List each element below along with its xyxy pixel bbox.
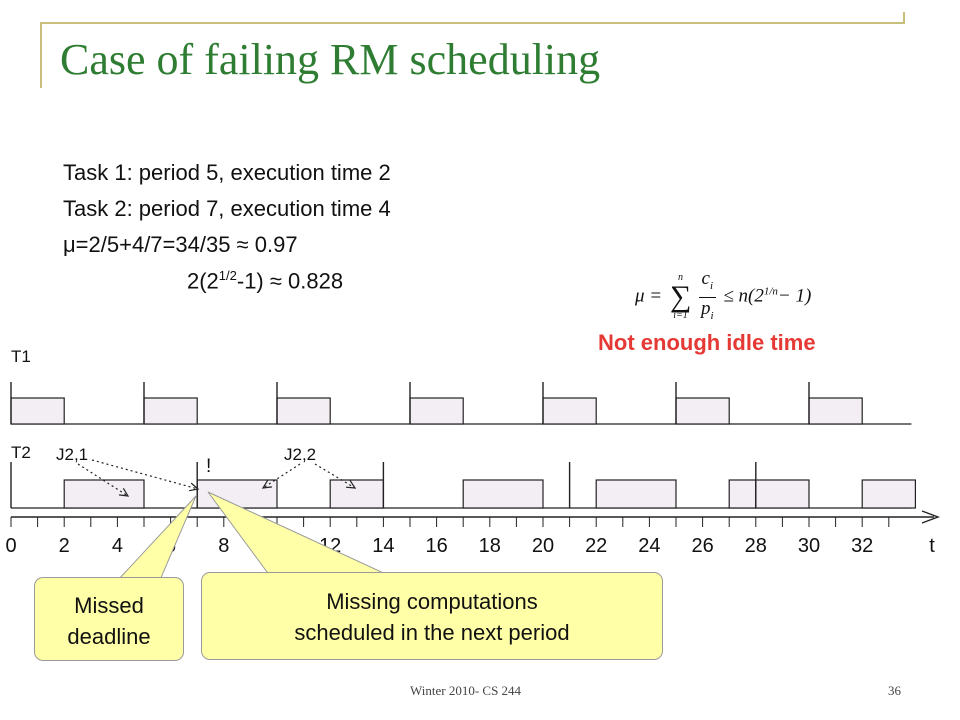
tick-label-26: 26 [691, 535, 713, 557]
deadline-marker: ! [206, 456, 211, 477]
utilization-bound: 2(21/2-1) ≈ 0.828 [187, 268, 343, 294]
sum-bottom: i=1 [673, 310, 688, 322]
missed-deadline-callout: Missed deadline [34, 577, 184, 661]
sum-top: n [678, 272, 684, 284]
tick-label-20: 20 [532, 535, 554, 557]
task1-description: Task 1: period 5, execution time 2 [63, 160, 391, 185]
arrowhead-j22-left [261, 479, 273, 489]
tick-label-18: 18 [479, 535, 501, 557]
denominator-sub: i [710, 309, 714, 322]
formula-lhs: μ = [635, 285, 663, 307]
missing-callout-line2: scheduled in the next period [294, 620, 570, 645]
task2-description: Task 2: period 7, execution time 4 [63, 196, 391, 221]
missing-computations-callout: Missing computations scheduled in the ne… [201, 572, 663, 660]
utilization-line: μ=2/5+4/7=34/35 ≈ 0.97 [63, 232, 298, 257]
execution-bar-t2-3 [462, 479, 544, 509]
frame-right-line [903, 12, 905, 24]
bound-prefix: 2(2 [187, 268, 219, 294]
time-axis-arrowhead [921, 510, 940, 524]
execution-bar-t1-0 [10, 397, 65, 425]
fraction-numerator: ci [699, 268, 716, 298]
execution-bar-t1-2 [276, 397, 331, 425]
execution-bar-t1-6 [808, 397, 863, 425]
arrowhead-j21-deadline [189, 482, 200, 492]
numerator-c: c [701, 268, 710, 289]
idle-time-warning: Not enough idle time [598, 330, 816, 355]
tick-label-4: 4 [112, 535, 123, 557]
slide-title: Case of failing RM scheduling [60, 35, 601, 84]
formula-rhs-prefix: ≤ n(2 [723, 285, 764, 307]
execution-bar-t2-0 [63, 479, 145, 509]
bound-suffix: -1) ≈ 0.828 [236, 268, 344, 294]
execution-bar-t2-4 [595, 479, 677, 509]
tick-label-28: 28 [745, 535, 767, 557]
formula-rhs-suffix: − 1) [777, 285, 812, 307]
footer-course: Winter 2010- CS 244 [410, 683, 522, 698]
execution-bar-t1-1 [143, 397, 198, 425]
job-label-j21: J2,1 [56, 445, 88, 464]
frame-top-line [40, 22, 904, 24]
rm-bound-formula: μ = n ∑ i=1 ci pi ≤ n(21/n− 1) [635, 268, 811, 327]
arrowhead-j22-right [345, 480, 357, 489]
row-label-t2: T2 [11, 443, 31, 462]
arrow-j21-deadline [91, 459, 199, 490]
execution-bar-t2-6 [755, 479, 810, 509]
axis-label-t: t [929, 535, 935, 557]
execution-bar-t2-5 [728, 479, 757, 509]
missed-callout-line1: Missed [74, 593, 144, 618]
bound-exponent: 1/2 [218, 268, 237, 283]
tick-label-22: 22 [585, 535, 607, 557]
arrowhead-j21-start [118, 487, 130, 497]
missed-callout-line2: deadline [67, 624, 151, 649]
execution-bar-t2-2 [329, 479, 385, 509]
execution-bar-t1-3 [409, 397, 464, 425]
execution-bar-t2-7 [861, 479, 917, 509]
tick-label-32: 32 [851, 535, 873, 557]
sum-symbol: n ∑ i=1 [670, 273, 691, 321]
tick-label-30: 30 [798, 535, 820, 557]
footer-page-number: 36 [888, 683, 901, 698]
arrow-j22-left [262, 463, 301, 489]
missing-callout-line1: Missing computations [326, 589, 538, 614]
frame-left-line [40, 22, 42, 88]
execution-bar-t1-5 [675, 397, 730, 425]
formula-rhs-exponent: 1/n [763, 285, 778, 298]
numerator-sub: i [709, 279, 714, 292]
tick-label-14: 14 [372, 535, 394, 557]
tick-label-16: 16 [425, 535, 447, 557]
fraction-denominator: pi [699, 298, 716, 327]
sigma-glyph: ∑ [669, 280, 692, 314]
tick-label-0: 0 [5, 535, 16, 557]
execution-bar-t1-4 [542, 397, 597, 425]
job-label-j22: J2,2 [284, 445, 316, 464]
tick-label-2: 2 [59, 535, 70, 557]
tick-label-8: 8 [218, 535, 229, 557]
fraction: ci pi [699, 268, 716, 327]
denominator-p: p [701, 297, 711, 319]
row-label-t1: T1 [11, 347, 31, 366]
tick-label-24: 24 [638, 535, 660, 557]
